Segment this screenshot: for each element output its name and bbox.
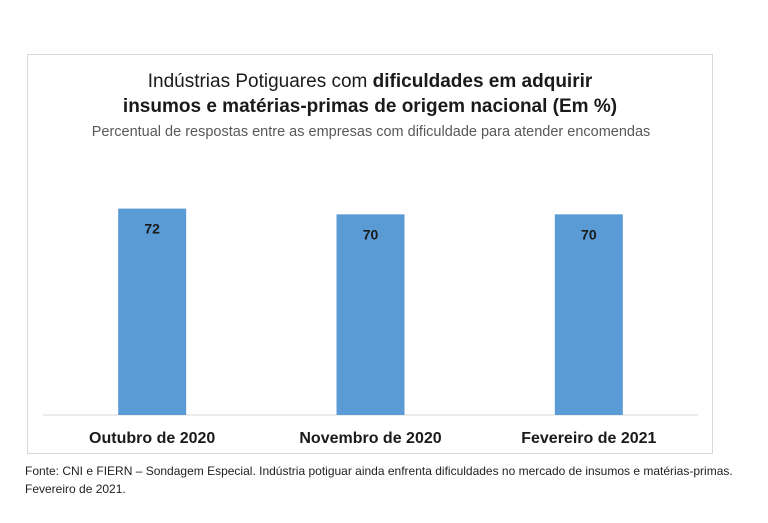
data-label-0: 72 xyxy=(144,221,160,237)
chart-title-part1: Indústrias Potiguares com xyxy=(147,71,373,92)
x-tick-label-1: Novembro de 2020 xyxy=(299,430,441,447)
bar-2 xyxy=(554,214,623,415)
data-label-2: 70 xyxy=(581,226,597,242)
bar-chart-plot: 72 Outubro de 2020 70 Novembro de 2020 70 Fev… xyxy=(43,208,698,447)
x-tick-label-2: Fevereiro de 2021 xyxy=(521,430,656,447)
chart-title-bold2: insumos e matérias-primas de origem naci… xyxy=(122,96,618,117)
bar-0 xyxy=(118,208,187,415)
data-label-1: 70 xyxy=(363,226,379,242)
chart-title-bold1: dificuldades em adquirir xyxy=(372,71,593,92)
chart-title: Indústrias Potiguares com dificuldades e… xyxy=(28,69,712,119)
bar-1 xyxy=(336,214,405,415)
chart-subtitle: Percentual de respostas entre as empresa… xyxy=(91,124,651,140)
x-tick-label-0: Outubro de 2020 xyxy=(89,430,215,447)
source-note: Fonte: CNI e FIERN – Sondagem Especial. … xyxy=(25,464,733,496)
chart-container: Indústrias Potiguares com dificuldades e… xyxy=(27,54,713,454)
